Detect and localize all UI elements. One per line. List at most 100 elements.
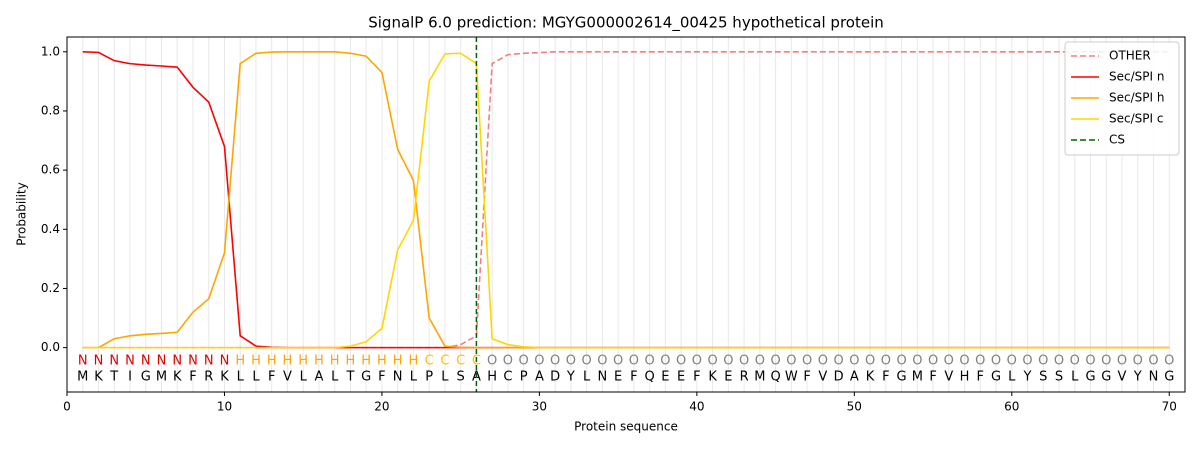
residue-label: A bbox=[535, 370, 544, 385]
region-label: H bbox=[283, 354, 293, 369]
residue-label: K bbox=[220, 370, 229, 385]
residue-label: L bbox=[441, 370, 449, 385]
region-label: O bbox=[582, 354, 592, 369]
region-label: O bbox=[1038, 354, 1048, 369]
region-label: H bbox=[361, 354, 371, 369]
region-label: H bbox=[298, 354, 308, 369]
region-label: N bbox=[204, 354, 214, 369]
residue-label: D bbox=[550, 370, 560, 385]
residue-label: F bbox=[268, 370, 275, 385]
residue-label: A bbox=[850, 370, 859, 385]
region-label: O bbox=[802, 354, 812, 369]
y-axis-label: Probability bbox=[15, 182, 29, 245]
region-label: N bbox=[141, 354, 151, 369]
region-label: O bbox=[707, 354, 717, 369]
residue-label: E bbox=[724, 370, 732, 385]
residue-label: Y bbox=[1023, 370, 1032, 385]
region-label: O bbox=[597, 354, 607, 369]
region-label: N bbox=[125, 354, 135, 369]
residue-label: F bbox=[189, 370, 196, 385]
residue-label: F bbox=[929, 370, 936, 385]
region-label: O bbox=[912, 354, 922, 369]
residue-label: L bbox=[1071, 370, 1079, 385]
residue-label: G bbox=[1164, 370, 1174, 385]
region-label: O bbox=[692, 354, 702, 369]
residue-label: V bbox=[944, 370, 953, 385]
residue-label: F bbox=[693, 370, 700, 385]
residue-label: L bbox=[300, 370, 308, 385]
residue-label: G bbox=[141, 370, 151, 385]
region-label: O bbox=[991, 354, 1001, 369]
series-line bbox=[82, 52, 1170, 349]
region-label: O bbox=[975, 354, 985, 369]
region-label: O bbox=[928, 354, 938, 369]
residue-label: K bbox=[173, 370, 182, 385]
region-label: O bbox=[833, 354, 843, 369]
region-label: H bbox=[235, 354, 245, 369]
residue-label: I bbox=[128, 370, 132, 385]
y-tick-label: 0.2 bbox=[41, 281, 60, 295]
y-tick-label: 0.6 bbox=[41, 163, 60, 177]
residue-label: Q bbox=[770, 370, 780, 385]
region-label: H bbox=[409, 354, 419, 369]
region-label: C bbox=[425, 354, 434, 369]
legend-box bbox=[1064, 41, 1180, 156]
x-tick-label: 40 bbox=[689, 400, 704, 414]
region-label: O bbox=[1022, 354, 1032, 369]
residue-label: L bbox=[583, 370, 591, 385]
residue-label: L bbox=[410, 370, 418, 385]
residue-label: V bbox=[1118, 370, 1127, 385]
region-label: N bbox=[220, 354, 230, 369]
plot-frame bbox=[66, 36, 1186, 393]
residue-label: E bbox=[677, 370, 685, 385]
residue-label: P bbox=[425, 370, 433, 385]
region-label: O bbox=[1148, 354, 1158, 369]
region-label: N bbox=[172, 354, 182, 369]
legend-label: Sec/SPI c bbox=[1109, 112, 1163, 126]
x-tick-label: 10 bbox=[217, 400, 232, 414]
region-label: O bbox=[1164, 354, 1174, 369]
residue-label: G bbox=[897, 370, 907, 385]
residue-label: F bbox=[630, 370, 637, 385]
residue-label: F bbox=[882, 370, 889, 385]
region-label: O bbox=[896, 354, 906, 369]
residue-label: M bbox=[77, 370, 88, 385]
residue-label: G bbox=[1085, 370, 1095, 385]
residue-label: M bbox=[912, 370, 923, 385]
residue-label: E bbox=[661, 370, 669, 385]
residue-label: L bbox=[1008, 370, 1016, 385]
residue-label: G bbox=[991, 370, 1001, 385]
x-tick-label: 20 bbox=[374, 400, 389, 414]
residue-label: N bbox=[393, 370, 403, 385]
region-label: O bbox=[1054, 354, 1064, 369]
residue-label: F bbox=[378, 370, 385, 385]
region-label: O bbox=[519, 354, 529, 369]
residue-label: F bbox=[803, 370, 810, 385]
region-label: O bbox=[566, 354, 576, 369]
legend-label: Sec/SPI h bbox=[1109, 91, 1164, 105]
residue-label: Y bbox=[566, 370, 575, 385]
region-label: O bbox=[1070, 354, 1080, 369]
residue-label: R bbox=[204, 370, 213, 385]
region-label: N bbox=[94, 354, 104, 369]
region-label: O bbox=[1101, 354, 1111, 369]
residue-label: N bbox=[598, 370, 608, 385]
residue-label: P bbox=[520, 370, 528, 385]
residue-label: N bbox=[1149, 370, 1159, 385]
residue-label: M bbox=[754, 370, 765, 385]
region-label: O bbox=[739, 354, 749, 369]
x-tick-label: 0 bbox=[63, 400, 71, 414]
residue-label: K bbox=[94, 370, 103, 385]
x-tick-label: 70 bbox=[1162, 400, 1177, 414]
region-label: O bbox=[629, 354, 639, 369]
residue-label: Q bbox=[645, 370, 655, 385]
region-label: H bbox=[330, 354, 340, 369]
region-label: O bbox=[1117, 354, 1127, 369]
region-label: O bbox=[755, 354, 765, 369]
region-label: O bbox=[881, 354, 891, 369]
residue-label: S bbox=[1055, 370, 1063, 385]
residue-label: E bbox=[614, 370, 622, 385]
region-label: O bbox=[503, 354, 513, 369]
x-tick-label: 60 bbox=[1004, 400, 1019, 414]
